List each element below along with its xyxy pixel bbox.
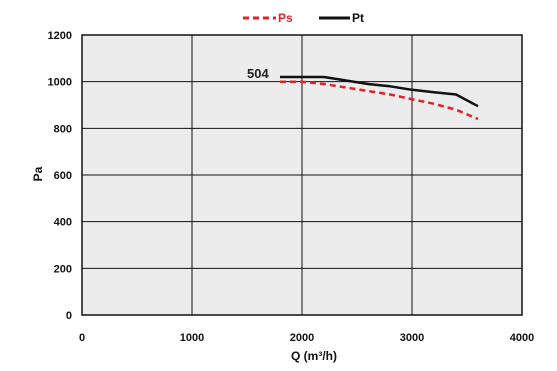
- x-tick-label: 1000: [180, 332, 204, 344]
- curve-annotation: 504: [247, 66, 269, 81]
- y-tick-label: 0: [66, 310, 72, 322]
- y-tick-label: 1200: [48, 30, 72, 42]
- series-line-ps: [280, 80, 479, 121]
- plot-frame: [81, 34, 523, 316]
- y-tick-label: 800: [54, 123, 72, 135]
- y-tick-labels: 0 200 400 600 800 1000 1200: [48, 30, 72, 322]
- x-tick-labels: 0 1000 2000 3000 4000: [79, 332, 534, 344]
- x-tick-label: 3000: [400, 332, 424, 344]
- y-tick-label: 200: [54, 263, 72, 275]
- y-axis-title: Pa: [31, 166, 45, 181]
- y-tick-label: 400: [54, 217, 72, 229]
- x-tick-label: 4000: [510, 332, 534, 344]
- x-tick-label: 0: [79, 332, 85, 344]
- series-lines: [280, 75, 479, 121]
- y-tick-label: 1000: [48, 77, 72, 89]
- legend-label-ps: Ps: [278, 11, 293, 25]
- y-tick-label: 600: [54, 170, 72, 182]
- legend-label-pt: Pt: [352, 11, 364, 25]
- x-axis-title: Q (m³/h): [291, 349, 337, 363]
- x-tick-label: 2000: [290, 332, 314, 344]
- legend: Ps Pt: [243, 11, 364, 25]
- series-line-pt: [280, 75, 479, 108]
